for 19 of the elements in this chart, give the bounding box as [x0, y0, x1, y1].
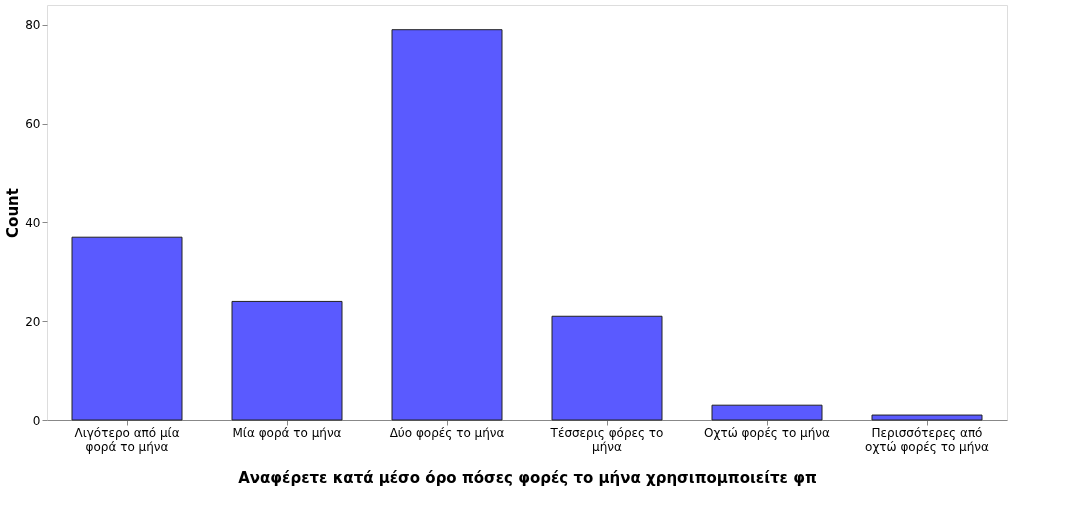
bar — [551, 315, 663, 421]
y-tick-label: 20 — [25, 314, 41, 329]
x-tick-label: Δύο φορές το μήνα — [389, 425, 505, 440]
y-tick-label: 60 — [25, 117, 41, 132]
bar — [711, 404, 823, 421]
x-tick-label: Οχτώ φορές το μήνα — [704, 425, 831, 440]
bar — [231, 300, 343, 421]
y-tick-label: 80 — [25, 18, 41, 33]
y-axis-title: Count — [4, 188, 23, 238]
bar — [391, 29, 503, 421]
x-tick-label: Λιγότερο από μία φορά το μήνα — [74, 425, 180, 454]
x-tick-label: Μία φορά το μήνα — [232, 425, 342, 440]
x-tick-label: Τέσσερις φόρες το μήνα — [549, 425, 664, 454]
bar — [71, 236, 183, 421]
x-tick-label: Περισσότερες από οχτώ φορές το μήνα — [865, 425, 989, 454]
y-tick-label: 0 — [32, 413, 41, 428]
x-axis-title: Αναφέρετε κατά μέσο όρο πόσες φορές το μήνα χρησιπομποιείτε φπ — [238, 468, 817, 487]
bar — [871, 414, 983, 421]
y-tick-label: 40 — [25, 215, 41, 230]
